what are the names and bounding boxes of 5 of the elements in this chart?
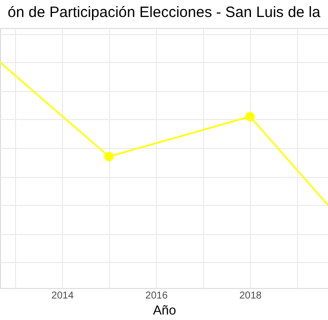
x-axis-title: Año: [152, 302, 176, 318]
chart-title: ón de Participación Elecciones - San Luis de la: [8, 4, 321, 21]
x-tick-label: 2018: [239, 290, 262, 302]
x-tick-label: 2014: [51, 290, 74, 302]
x-tick-label: 2016: [145, 290, 168, 302]
